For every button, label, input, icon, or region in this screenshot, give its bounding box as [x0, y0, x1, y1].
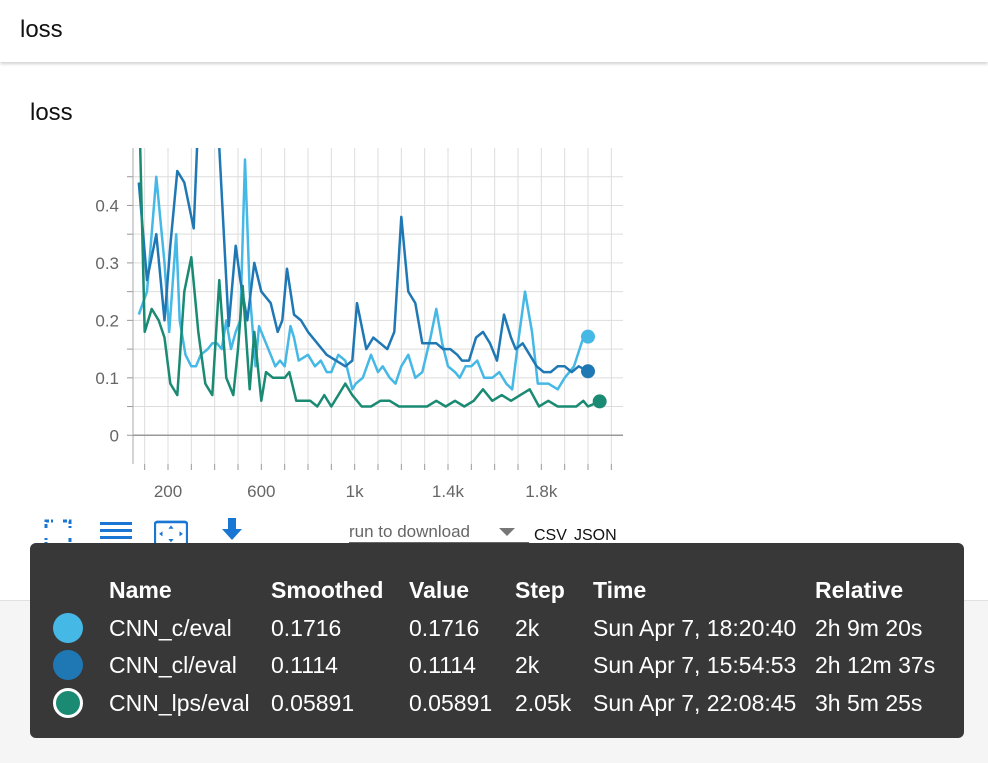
tooltip-header-relative: Relative — [815, 577, 904, 603]
run-download-select[interactable]: run to download — [349, 518, 529, 543]
x-tick-label: 200 — [154, 482, 182, 501]
tooltip-row-name: CNN_c/eval — [109, 615, 232, 641]
tooltip-row-value: 0.05891 — [409, 690, 493, 716]
series-swatch-icon — [53, 650, 83, 680]
chart-card-title: loss — [30, 99, 73, 126]
x-tick-label: 600 — [247, 482, 275, 501]
tooltip-row-name: CNN_lps/eval — [109, 690, 250, 716]
tooltip-row-time: Sun Apr 7, 15:54:53 — [593, 652, 797, 678]
series-swatch-icon — [53, 613, 83, 643]
tooltip-row-value: 0.1716 — [409, 615, 480, 641]
series-line-cnn-cl-eval — [137, 148, 589, 374]
y-tick-label: 0.1 — [95, 369, 119, 388]
tooltip-header-smoothed: Smoothed — [271, 577, 384, 603]
run-download-placeholder: run to download — [349, 522, 470, 541]
tooltip-row-time: Sun Apr 7, 22:08:45 — [593, 690, 797, 716]
page-header: loss — [0, 0, 988, 62]
y-tick-label: 0.2 — [95, 311, 119, 330]
y-tick-label: 0 — [110, 426, 119, 445]
x-tick-label: 1k — [346, 482, 364, 501]
tooltip-row-step: 2.05k — [515, 690, 572, 716]
y-tick-label: 0.4 — [95, 196, 119, 215]
tooltip-row-step: 2k — [515, 652, 540, 678]
fullscreen-icon[interactable] — [41, 516, 75, 550]
series-last-point — [581, 364, 595, 379]
tooltip-row-relative: 3h 5m 25s — [815, 690, 923, 716]
tooltip-row-time: Sun Apr 7, 18:20:40 — [593, 615, 797, 641]
tooltip-header-time: Time — [593, 577, 647, 603]
x-tick-label: 1.4k — [432, 482, 465, 501]
x-tick-label: 1.8k — [525, 482, 558, 501]
series-swatch-icon — [53, 688, 83, 718]
tooltip-row-relative: 2h 9m 20s — [815, 615, 923, 641]
json-download-link[interactable]: JSON — [574, 527, 617, 544]
page-title: loss — [20, 16, 63, 43]
series-last-point — [592, 394, 607, 409]
tooltip-row-name: CNN_cl/eval — [109, 652, 237, 678]
tooltip-row-smoothed: 0.1716 — [271, 615, 342, 641]
series-last-point — [581, 329, 595, 344]
tooltip-header-name: Name — [109, 577, 172, 603]
tooltip-row-smoothed: 0.05891 — [271, 690, 355, 716]
series-line-cnn-lps-eval — [138, 148, 601, 408]
tooltip-row-value: 0.1114 — [409, 652, 476, 678]
tooltip-row-relative: 2h 12m 37s — [815, 652, 936, 678]
csv-download-link[interactable]: CSV — [534, 527, 567, 544]
tooltip-row-step: 2k — [515, 615, 540, 641]
tooltip-header-step: Step — [515, 577, 565, 603]
y-tick-label: 0.3 — [95, 254, 119, 273]
chevron-down-icon — [499, 528, 515, 536]
loss-line-chart: 0 0.1 0.2 0.3 0.4 200 600 1k 1.4k 1.8k — [95, 148, 623, 501]
series-line-cnn-c-eval — [137, 158, 589, 391]
tooltip-header-value: Value — [409, 577, 470, 603]
tooltip-row-smoothed: 0.1114 — [271, 652, 338, 678]
chart-tooltip: Name Smoothed Value Step Time Relative C… — [30, 543, 964, 738]
